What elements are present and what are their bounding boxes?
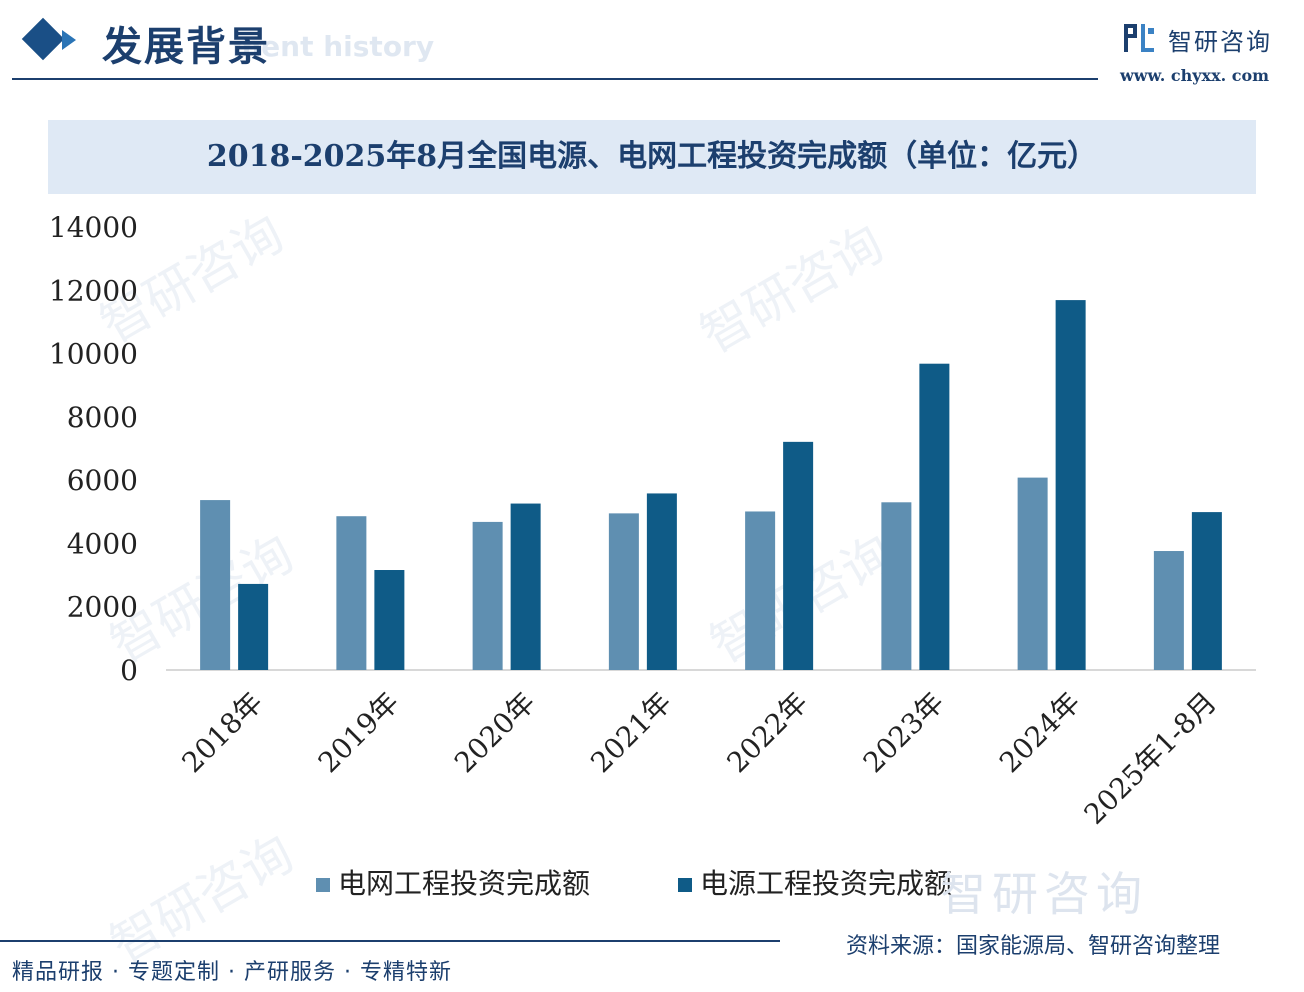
brand-name: 智研咨询 <box>1168 28 1272 56</box>
y-tick-label: 8000 <box>67 401 138 434</box>
x-tick-label: 2018年 <box>176 686 270 780</box>
bar-grid-investment <box>1017 477 1048 670</box>
y-tick-label: 14000 <box>49 211 138 244</box>
bar-grid-investment <box>745 511 776 670</box>
bar-grid-investment <box>1153 551 1184 670</box>
y-tick-label: 12000 <box>49 274 138 307</box>
bar-power-investment <box>646 493 677 670</box>
bar-power-investment <box>919 363 950 670</box>
y-tick-label: 4000 <box>67 527 138 560</box>
footer-divider <box>0 940 780 942</box>
legend-label-grid: 电网工程投资完成额 <box>338 867 591 900</box>
x-tick-label: 2019年 <box>312 686 406 780</box>
y-tick-label: 2000 <box>67 591 138 624</box>
watermark-brand: 智研咨询 <box>940 867 1148 921</box>
page-header: ment history 发展背景 智研咨询 www. chyxx. com <box>0 0 1304 90</box>
legend-item-power: 电源工程投资完成额 <box>678 862 952 902</box>
x-tick-label: 2020年 <box>448 686 542 780</box>
x-tick-label: 2022年 <box>721 686 815 780</box>
brand-url: www. chyxx. com <box>1120 66 1270 85</box>
legend-label-power: 电源工程投资完成额 <box>700 867 953 900</box>
y-tick-label: 10000 <box>49 338 138 371</box>
legend-swatch-power <box>678 878 692 892</box>
bar-grid-investment <box>336 516 367 670</box>
header-divider <box>12 78 1098 80</box>
x-tick-label: 2025年1-8月 <box>1078 686 1223 831</box>
y-tick-label: 6000 <box>67 464 138 497</box>
x-tick-label: 2021年 <box>584 686 678 780</box>
chart-title: 2018-2025年8月全国电源、电网工程投资完成额（单位：亿元） <box>206 139 1098 174</box>
chart-title-band: 2018-2025年8月全国电源、电网工程投资完成额（单位：亿元） <box>48 120 1256 194</box>
brand-logo-icon <box>1124 24 1154 52</box>
bar-chart: 0 2000 4000 6000 8000 10000 12000 14000 2018年 201… <box>49 211 1256 831</box>
bar-grid-investment <box>881 502 912 670</box>
x-tick-label: 2024年 <box>993 686 1087 780</box>
diamond-icon <box>21 17 65 61</box>
legend-item-grid: 电网工程投资完成额 <box>316 862 590 902</box>
x-tick-label: 2023年 <box>857 686 951 780</box>
bar-power-investment <box>374 570 405 670</box>
arrow-icon <box>62 30 76 50</box>
footer-slogan: 精品研报 · 专题定制 · 产研服务 · 专精特新 <box>12 960 452 985</box>
y-tick-label: 0 <box>120 654 138 687</box>
section-title: 发展背景 <box>102 23 270 70</box>
bar-power-investment <box>510 503 541 670</box>
bar-power-investment <box>783 441 814 670</box>
bar-grid-investment <box>608 513 639 670</box>
bar-power-investment <box>238 583 269 670</box>
bar-grid-investment <box>200 500 231 670</box>
bar-grid-investment <box>472 521 503 670</box>
legend-swatch-grid <box>316 878 330 892</box>
bar-power-investment <box>1191 512 1222 670</box>
source-note: 资料来源：国家能源局、智研咨询整理 <box>846 934 1221 959</box>
bar-power-investment <box>1055 300 1086 670</box>
section-title-en: ment history <box>232 30 435 63</box>
